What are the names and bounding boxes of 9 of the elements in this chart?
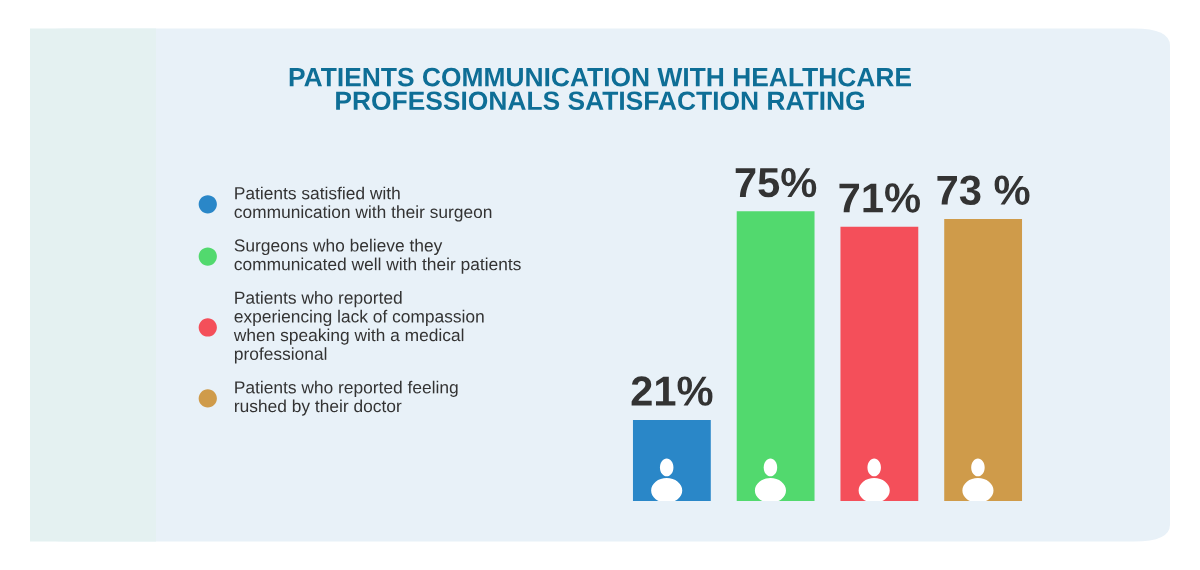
- chart-title: PATIENTS COMMUNICATION WITH HEALTHCARE PROFESSIONALS SATISFACTION RATING: [289, 67, 911, 111]
- legend-label: Patients who reported experiencing lack of compassion when speaking with a medical professional: [233, 291, 484, 364]
- data-label: 73 %: [937, 175, 1030, 206]
- data-label: 71%: [839, 183, 920, 213]
- data-label: 21%: [631, 376, 713, 406]
- data-label: 75%: [735, 167, 817, 198]
- legend-label: Patients who reported feeling rushed by their doctor: [234, 380, 458, 416]
- legend-label: Surgeons who believe they communicated well with their patients: [234, 238, 521, 274]
- legend-label: Patients satisfied with communication with their surgeon: [234, 186, 492, 222]
